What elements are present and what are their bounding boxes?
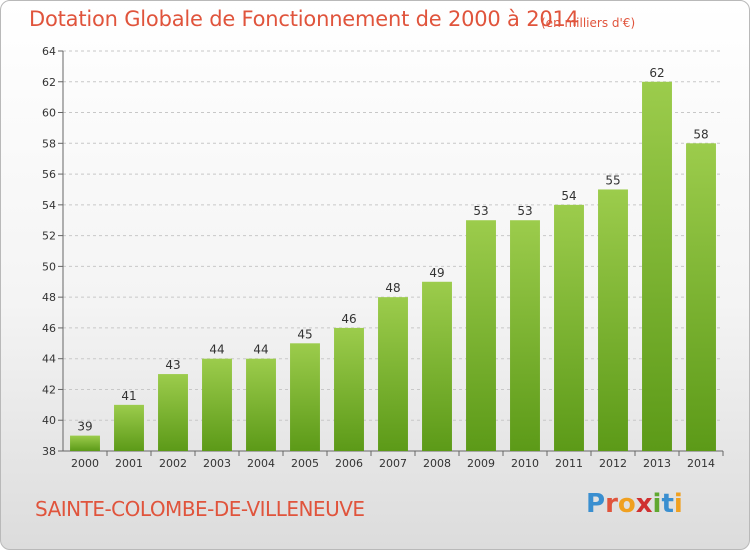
logo-letter: i [652,489,662,519]
logo-letter: r [605,489,618,519]
bar-2009 [466,220,496,451]
bar-2010 [510,220,540,451]
value-label-2014: 58 [693,127,708,141]
x-tick-label-2013: 2013 [643,457,671,470]
logo-letter: x [635,489,653,519]
bar-2003 [202,358,232,451]
x-tick-label-2009: 2009 [467,457,495,470]
value-label-2006: 46 [341,312,356,326]
value-label-2007: 48 [385,281,400,295]
value-label-2004: 44 [253,343,268,357]
tick-labels: 38 40 42 44 46 48 50 52 54 56 58 60 62 64 2000 2001 2002… [42,45,715,470]
value-labels: 39 41 43 44 44 45 46 48 49 53 53 54 55 62 58 [77,66,708,434]
y-tick-label: 50 [42,260,56,273]
bar-2000 [70,435,100,451]
y-tick-label: 54 [42,199,56,212]
x-tick-label-2011: 2011 [555,457,583,470]
bar-2006 [334,327,364,451]
bars [70,81,716,452]
y-tick-label: 46 [42,322,56,335]
bar-2011 [554,204,584,451]
y-tick-label: 60 [42,107,56,120]
proxiti-logo: Proxiti [586,489,696,525]
y-tick-label: 44 [42,353,56,366]
x-tick-label-2014: 2014 [687,457,715,470]
x-tick-label-2006: 2006 [335,457,363,470]
value-label-2009: 53 [473,204,488,218]
bar-2007 [378,297,408,451]
bar-2005 [290,343,320,451]
logo-letter: o [617,489,636,519]
value-label-2002: 43 [165,358,180,372]
x-tick-label-2012: 2012 [599,457,627,470]
value-label-2013: 62 [649,66,664,80]
y-tick-label: 48 [42,291,56,304]
value-label-2000: 39 [77,420,92,434]
y-tick-label: 58 [42,137,56,150]
bar-2001 [114,404,144,451]
bar-2013 [642,81,672,452]
value-label-2003: 44 [209,343,224,357]
x-tick-label-2003: 2003 [203,457,231,470]
value-label-2005: 45 [297,327,312,341]
value-label-2012: 55 [605,173,620,187]
bar-2004 [246,358,276,451]
x-tick-label-2004: 2004 [247,457,275,470]
bar-2008 [422,281,452,451]
value-label-2010: 53 [517,204,532,218]
logo-letter: i [673,489,683,519]
logo-letter: t [661,489,674,519]
x-tick-label-2010: 2010 [511,457,539,470]
x-tick-label-2005: 2005 [291,457,319,470]
y-tick-label: 40 [42,414,56,427]
y-tick-label: 56 [42,168,56,181]
logo-letter: P [586,489,606,519]
y-tick-label: 64 [42,45,56,58]
y-tick-label: 38 [42,445,56,458]
commune-name: SAINTE-COLOMBE-DE-VILLENEUVE [35,497,365,521]
y-tick-label: 62 [42,76,56,89]
value-label-2008: 49 [429,266,444,280]
y-tick-label: 52 [42,230,56,243]
value-label-2001: 41 [121,389,136,403]
x-tick-label-2001: 2001 [115,457,143,470]
bar-2012 [598,189,628,451]
chart-title: Dotation Globale de Fonctionnement de 20… [29,7,579,31]
x-tick-label-2007: 2007 [379,457,407,470]
chart-unit: (en milliers d'€) [541,16,636,30]
y-tick-label: 42 [42,383,56,396]
value-label-2011: 54 [561,189,576,203]
x-tick-label-2008: 2008 [423,457,451,470]
bar-2002 [158,374,188,451]
bar-2014 [686,143,716,452]
x-tick-label-2000: 2000 [71,457,99,470]
x-tick-label-2002: 2002 [159,457,187,470]
